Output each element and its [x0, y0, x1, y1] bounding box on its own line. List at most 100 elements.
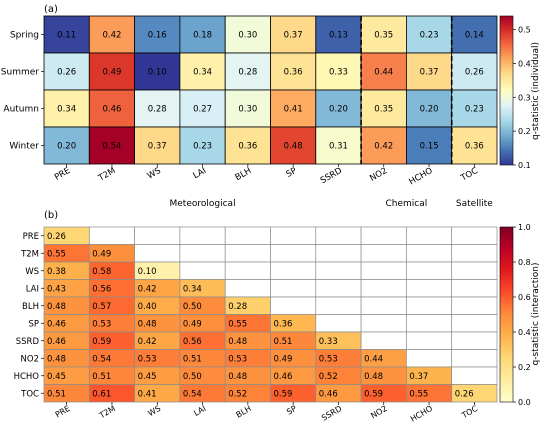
row-label-b: TOC	[20, 389, 39, 399]
heatmap-b-value-label: 0.54	[183, 389, 202, 399]
heatmap-b-value-label: 0.54	[92, 354, 111, 364]
column-label-b: SSRD	[320, 404, 343, 423]
heatmap-b-value-label: 0.48	[364, 372, 383, 382]
heatmap-b-value-label: 0.43	[47, 284, 66, 294]
row-label-a: Summer	[1, 68, 39, 78]
row-label-b: SSRD	[16, 337, 40, 347]
heatmap-a-value-label: 0.20	[329, 105, 348, 115]
heatmap-b-value-label: 0.38	[47, 267, 66, 277]
heatmap-b-value-label: 0.48	[228, 337, 247, 347]
heatmap-a-value-label: 0.30	[238, 105, 257, 115]
heatmap-b-value-label: 0.53	[92, 319, 111, 329]
heatmap-b-empty-cell	[315, 244, 362, 263]
column-label-b: PRE	[54, 404, 72, 420]
heatmap-b-empty-cell	[451, 261, 498, 280]
heatmap-a-cell	[88, 15, 136, 54]
heatmap-a-cell	[134, 89, 181, 128]
heatmap-a-cell	[360, 89, 407, 128]
colorbar-b-tick-label: 0.6	[518, 293, 531, 302]
heatmap-a-value-label: 0.16	[148, 31, 167, 41]
heatmap-a-value-label: 0.36	[238, 142, 257, 152]
heatmap-b-value-label: 0.56	[183, 337, 202, 347]
heatmap-b-value-label: 0.52	[319, 372, 338, 382]
row-label-b: SP	[28, 319, 39, 329]
heatmap-b-value-label: 0.56	[92, 284, 111, 294]
row-label-a: Spring	[10, 31, 39, 41]
column-label-b: WS	[146, 404, 162, 418]
column-label-b: SP	[285, 404, 298, 417]
panel-b-row-labels: PRE T2M WS LAI BLH SP SSRD NO2 HCHO TOC	[14, 232, 44, 399]
heatmap-b-value-label: 0.50	[183, 372, 202, 382]
heatmap-b-value-label: 0.46	[319, 389, 338, 399]
heatmap-b-empty-cell	[179, 244, 226, 263]
row-label-b: WS	[25, 267, 39, 277]
colorbar-a-ticks: 0.1 0.2 0.3 0.4 0.5	[513, 26, 531, 170]
heatmap-a-value-label: 0.54	[102, 142, 121, 152]
heatmap-b-value-label: 0.53	[228, 354, 247, 364]
heatmap-b-value-label: 0.51	[92, 372, 111, 382]
column-label-b: T2M	[97, 404, 117, 421]
heatmap-b-empty-cell	[270, 244, 317, 263]
heatmap-b-empty-cell	[224, 244, 271, 263]
heatmap-b-empty-cell	[406, 279, 453, 298]
heatmap-a-cell	[179, 52, 226, 91]
heatmap-b-value-label: 0.46	[47, 319, 66, 329]
heatmap-b-empty-cell	[451, 279, 498, 298]
row-label-b: NO2	[21, 354, 39, 364]
heatmap-a-cell	[405, 52, 453, 91]
colorbar-a-tick-label: 0.5	[518, 26, 531, 35]
column-label-b: LAI	[192, 404, 207, 418]
row-label-a: Autumn	[3, 105, 39, 115]
heatmap-b-value-label: 0.55	[409, 389, 428, 399]
row-label-a: Winter	[9, 142, 39, 152]
column-label-a: HCHO	[408, 166, 435, 188]
heatmap-b-empty-cell	[270, 226, 317, 245]
heatmap-a-cell	[360, 52, 407, 91]
heatmap-b-empty-cell	[315, 314, 362, 333]
column-label-a: TOC	[459, 166, 480, 184]
heatmap-b-empty-cell	[224, 261, 271, 280]
heatmap-a-value-label: 0.30	[238, 31, 257, 41]
column-label-b: HCHO	[409, 404, 434, 424]
colorbar-b-tick-label: 0.8	[518, 258, 531, 267]
heatmap-a-value-label: 0.36	[284, 68, 303, 78]
panel-b-cells: 0.26 0.55 0.49 0.38 0.58 0.10 0.43 0.56 0.42 0.34…	[43, 226, 498, 403]
heatmap-a-cell	[88, 52, 136, 91]
heatmap-b-value-label: 0.48	[47, 354, 66, 364]
heatmap-b-empty-cell	[88, 226, 135, 245]
panel-a-group-separators	[360, 16, 453, 164]
heatmap-b-value-label: 0.49	[92, 249, 111, 259]
column-label-b: BLH	[235, 404, 253, 420]
heatmap-b-empty-cell	[134, 244, 181, 263]
heatmap-b-empty-cell	[270, 261, 317, 280]
heatmap-b-empty-cell	[270, 296, 317, 315]
heatmap-b-empty-cell	[451, 314, 498, 333]
heatmap-b-value-label: 0.51	[183, 354, 202, 364]
heatmap-a-cell	[270, 15, 317, 54]
heatmap-b-empty-cell	[406, 244, 453, 263]
colorbar-b	[499, 226, 514, 403]
heatmap-b-value-label: 0.34	[183, 284, 202, 294]
heatmap-a-value-label: 0.42	[102, 31, 121, 41]
column-label-a: NO2	[368, 166, 389, 184]
colorbar-a-tick-label: 0.4	[518, 59, 531, 68]
heatmap-b-empty-cell	[224, 279, 271, 298]
heatmap-a-value-label: 0.37	[148, 142, 167, 152]
heatmap-b-value-label: 0.49	[274, 354, 293, 364]
colorbar-a-tick-label: 0.2	[518, 127, 531, 136]
heatmap-b-empty-cell	[134, 226, 181, 245]
heatmap-a-cell	[88, 89, 136, 128]
group-label: Satellite	[456, 199, 493, 209]
heatmap-a-cell	[315, 52, 362, 91]
heatmap-a-value-label: 0.46	[102, 105, 121, 115]
heatmap-a-cell	[270, 126, 317, 165]
panel-b-label: (b)	[44, 210, 58, 221]
panel-a-label: (a)	[44, 4, 58, 15]
column-label-a: LAI	[192, 166, 208, 181]
heatmap-b-value-label: 0.53	[319, 354, 338, 364]
heatmap-b-value-label: 0.41	[138, 389, 157, 399]
heatmap-b-value-label: 0.52	[228, 389, 247, 399]
heatmap-b-empty-cell	[406, 296, 453, 315]
column-label-a: BLH	[234, 166, 254, 183]
